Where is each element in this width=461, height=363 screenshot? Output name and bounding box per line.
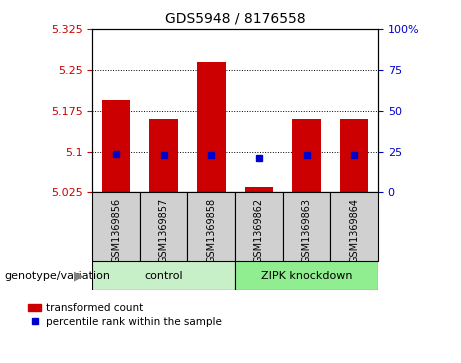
Bar (235, 192, 283, 261)
Title: GDS5948 / 8176558: GDS5948 / 8176558 (165, 11, 306, 25)
Bar (283, 192, 331, 261)
Bar (188, 192, 235, 261)
Text: GSM1369858: GSM1369858 (206, 198, 216, 263)
Text: genotype/variation: genotype/variation (5, 271, 111, 281)
Text: GSM1369863: GSM1369863 (301, 198, 312, 263)
Bar (92, 192, 140, 261)
Bar (140, 192, 188, 261)
Bar (292, 119, 321, 192)
Bar (102, 100, 130, 192)
Text: GSM1369857: GSM1369857 (159, 198, 169, 263)
Text: ZIPK knockdown: ZIPK knockdown (261, 271, 352, 281)
Bar (245, 187, 273, 192)
Bar (340, 119, 368, 192)
Bar (235, 261, 378, 290)
Legend: transformed count, percentile rank within the sample: transformed count, percentile rank withi… (28, 303, 222, 327)
Bar (92, 261, 235, 290)
Bar (197, 62, 225, 192)
Text: GSM1369862: GSM1369862 (254, 198, 264, 263)
Text: control: control (144, 271, 183, 281)
Bar (331, 192, 378, 261)
Text: GSM1369856: GSM1369856 (111, 198, 121, 263)
Bar (149, 119, 178, 192)
Text: GSM1369864: GSM1369864 (349, 198, 359, 263)
Text: ▶: ▶ (74, 269, 83, 282)
